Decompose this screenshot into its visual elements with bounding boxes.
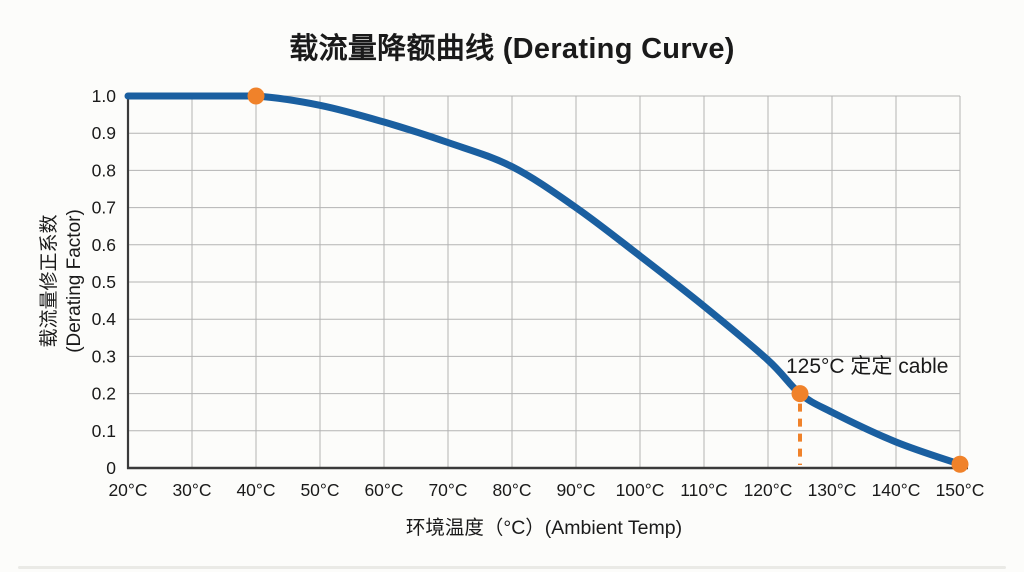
y-tick-label: 0.7 (92, 198, 116, 218)
curve-point-marker (951, 455, 969, 473)
derating-curve-line (124, 92, 964, 468)
y-tick-label: 1.0 (92, 86, 117, 106)
x-tick-label: 50°C (300, 480, 339, 500)
x-tick-label: 40°C (236, 480, 275, 500)
x-tick-label: 60°C (364, 480, 403, 500)
y-tick-label: 0.6 (92, 235, 116, 255)
x-axis-title: 环境温度（°C）(Ambient Temp) (405, 517, 683, 539)
x-tick-label: 70°C (428, 480, 467, 500)
y-tick-label: 0 (106, 458, 116, 478)
x-tick-label: 130°C (808, 480, 857, 500)
curve-point-marker (791, 385, 809, 403)
y-tick-label: 0.5 (92, 272, 116, 292)
x-tick-label: 80°C (492, 480, 531, 500)
x-tick-label: 20°C (108, 480, 147, 500)
x-tick-label: 30°C (172, 480, 211, 500)
x-tick-label: 150°C (936, 480, 985, 500)
curve-point-marker (247, 87, 265, 105)
annotation-125c-cable: 125°C 定定 cable (786, 354, 949, 378)
y-tick-label: 0.1 (92, 421, 116, 441)
y-tick-label: 0.2 (92, 384, 116, 404)
x-tick-label: 90°C (556, 480, 595, 500)
y-tick-label: 0.8 (92, 160, 116, 180)
y-tick-label: 0.3 (92, 346, 116, 366)
bottom-artifact-strip (18, 566, 1006, 569)
x-tick-label: 100°C (616, 480, 665, 500)
x-tick-label: 120°C (744, 480, 793, 500)
y-tick-label: 0.9 (92, 123, 116, 143)
x-tick-label: 110°C (680, 480, 728, 500)
x-tick-label: 140°C (872, 480, 921, 500)
chart-title: 载流量降额曲线 (Derating Curve) (289, 33, 735, 65)
y-tick-label: 0.4 (92, 309, 117, 329)
